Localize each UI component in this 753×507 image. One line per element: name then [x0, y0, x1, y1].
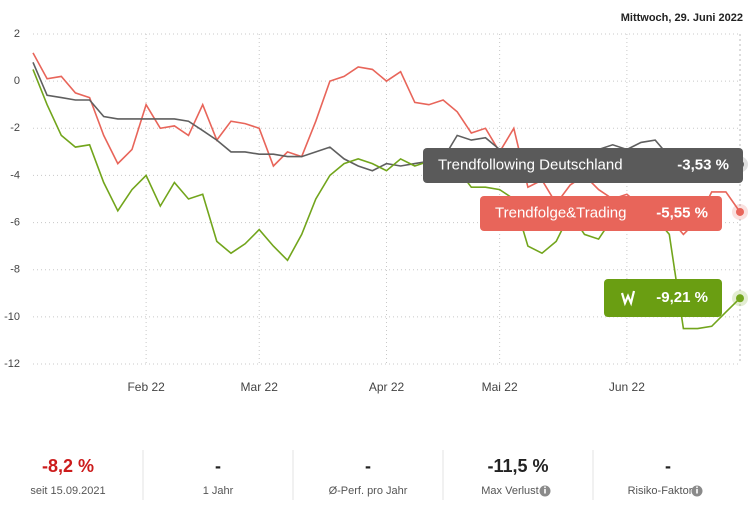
info-icon-bar — [544, 489, 546, 494]
y-tick-label: -8 — [10, 264, 20, 276]
stat-value: - — [365, 456, 371, 476]
stat-label: 1 Jahr — [203, 485, 234, 497]
info-icon-dot — [544, 486, 546, 489]
icon — [620, 290, 636, 307]
y-tick-label: -4 — [10, 169, 20, 181]
info-icon-dot — [696, 486, 698, 489]
stats-bar: -8,2 % seit 15.09.2021 - 1 Jahr - Ø-Perf. pro… — [30, 450, 703, 500]
stat-label: seit 15.09.2021 — [30, 485, 105, 497]
stat-value: -8,2 % — [42, 456, 94, 476]
x-tick-label: Mai 22 — [482, 380, 518, 394]
stat-value: -11,5 % — [487, 456, 548, 476]
y-tick-label: 2 — [14, 28, 20, 40]
stat-label: Risiko-Faktor — [628, 485, 693, 497]
y-tick-label: 0 — [14, 75, 20, 87]
x-tick-label: Feb 22 — [127, 380, 165, 394]
stat-value: - — [665, 456, 671, 476]
info-icon-bar — [696, 489, 698, 494]
series-name: Trendfollowing Deutschland — [438, 156, 623, 173]
series-line — [32, 61, 741, 172]
x-tick-label: Mar 22 — [241, 380, 279, 394]
date-header: Mittwoch, 29. Juni 2022 — [621, 12, 743, 24]
label-box — [480, 196, 722, 231]
stat-value: - — [215, 456, 221, 476]
y-tick-label: -6 — [10, 216, 20, 228]
end-value-label: -9,21 % — [656, 289, 708, 306]
stat-label: Max Verlust — [481, 485, 538, 497]
y-tick-label: -10 — [4, 311, 20, 323]
y-tick-label: -12 — [4, 358, 20, 370]
end-value-label: -3,53 % — [677, 156, 729, 173]
end-point — [736, 294, 744, 303]
stat-label: Ø-Perf. pro Jahr — [329, 485, 408, 497]
y-tick-label: -2 — [10, 122, 20, 134]
label-box — [604, 279, 722, 317]
series-name: Trendfolge&Trading — [495, 204, 626, 221]
x-tick-label: Jun 22 — [609, 380, 645, 394]
label-box — [423, 148, 743, 183]
x-tick-label: Apr 22 — [369, 380, 405, 394]
end-value-label: -5,55 % — [656, 204, 708, 221]
series-line — [32, 52, 741, 236]
end-point — [736, 207, 744, 216]
